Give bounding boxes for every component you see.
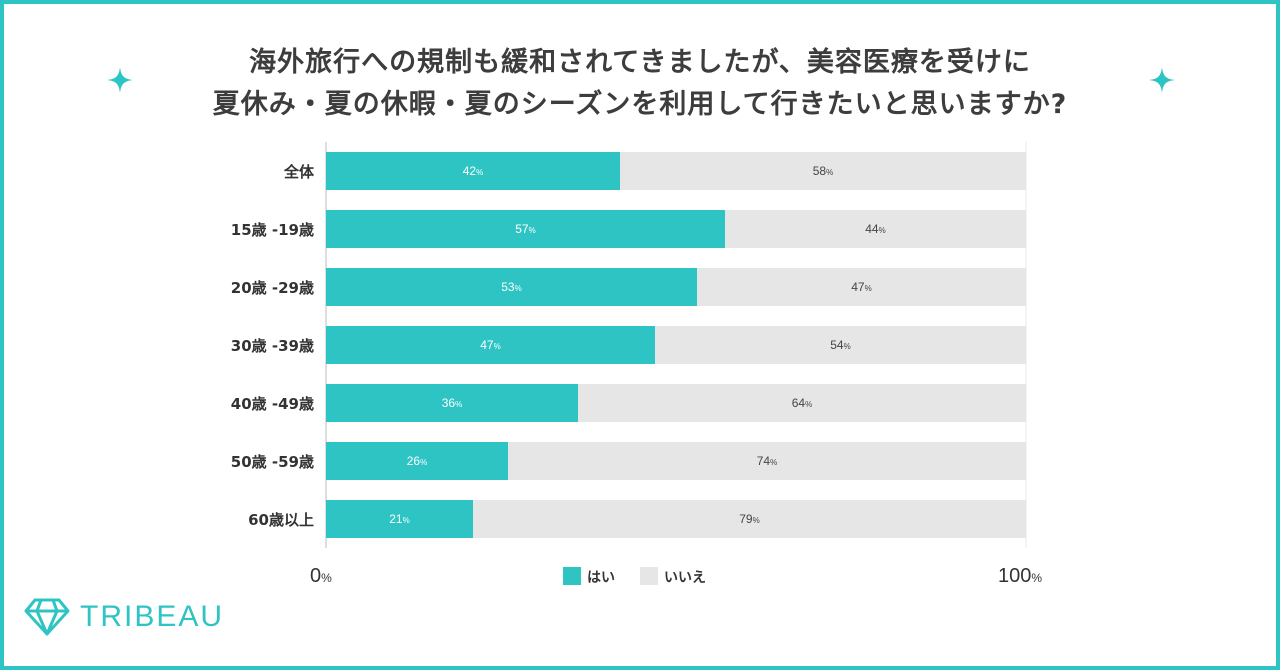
bar-yes [326,442,508,480]
category-label: 60歳以上 [248,511,314,529]
bar-no [508,442,1026,480]
legend-swatch [640,567,658,585]
bar-yes [326,326,655,364]
bar-no [473,500,1026,538]
data-label-no: 64% [792,396,812,410]
data-label-no: 74% [757,454,777,468]
brand-name: TRIBEAU [80,600,225,633]
data-label-no: 54% [830,338,850,352]
bar-no [578,384,1026,422]
data-label-yes: 47% [480,338,500,352]
category-label: 30歳 -39歳 [231,337,314,355]
bar-yes [326,268,697,306]
data-label-no: 79% [739,512,759,526]
bar-no [725,210,1026,248]
category-label: 50歳 -59歳 [231,453,314,471]
data-label-yes: 21% [389,512,409,526]
data-label-no: 47% [851,280,871,294]
x-tick-label: 100% [998,565,1042,587]
sparkle-icon [107,67,133,93]
legend-swatch [563,567,581,585]
data-label-yes: 26% [407,454,427,468]
legend-label: いいえ [664,570,706,586]
data-label-no: 44% [865,222,885,236]
bar-yes [326,152,620,190]
brand-logo: TRIBEAU [24,597,224,637]
category-label: 15歳 -19歳 [231,221,314,239]
chart-title-line-1: 海外旅行への規制も緩和されてきましたが、美容医療を受けに [249,47,1031,78]
chart-title-line-2: 夏休み・夏の休暇・夏のシーズンを利用して行きたいと思いますか? [212,89,1068,120]
bar-yes [326,210,725,248]
data-label-yes: 57% [515,222,535,236]
diamond-logo-icon [24,598,70,636]
data-label-no: 58% [813,164,833,178]
data-label-yes: 53% [501,280,521,294]
bar-no [655,326,1026,364]
category-label: 40歳 -49歳 [231,395,314,413]
bar-no [620,152,1026,190]
category-label: 全体 [283,163,315,181]
legend-label: はい [587,570,615,586]
sparkle-icon [1149,67,1175,93]
data-label-yes: 42% [463,164,483,178]
bar-yes [326,384,578,422]
category-label: 20歳 -29歳 [231,279,314,297]
data-label-yes: 36% [442,396,462,410]
bar-yes [326,500,473,538]
bar-no [697,268,1026,306]
x-tick-label: 0% [310,565,332,587]
